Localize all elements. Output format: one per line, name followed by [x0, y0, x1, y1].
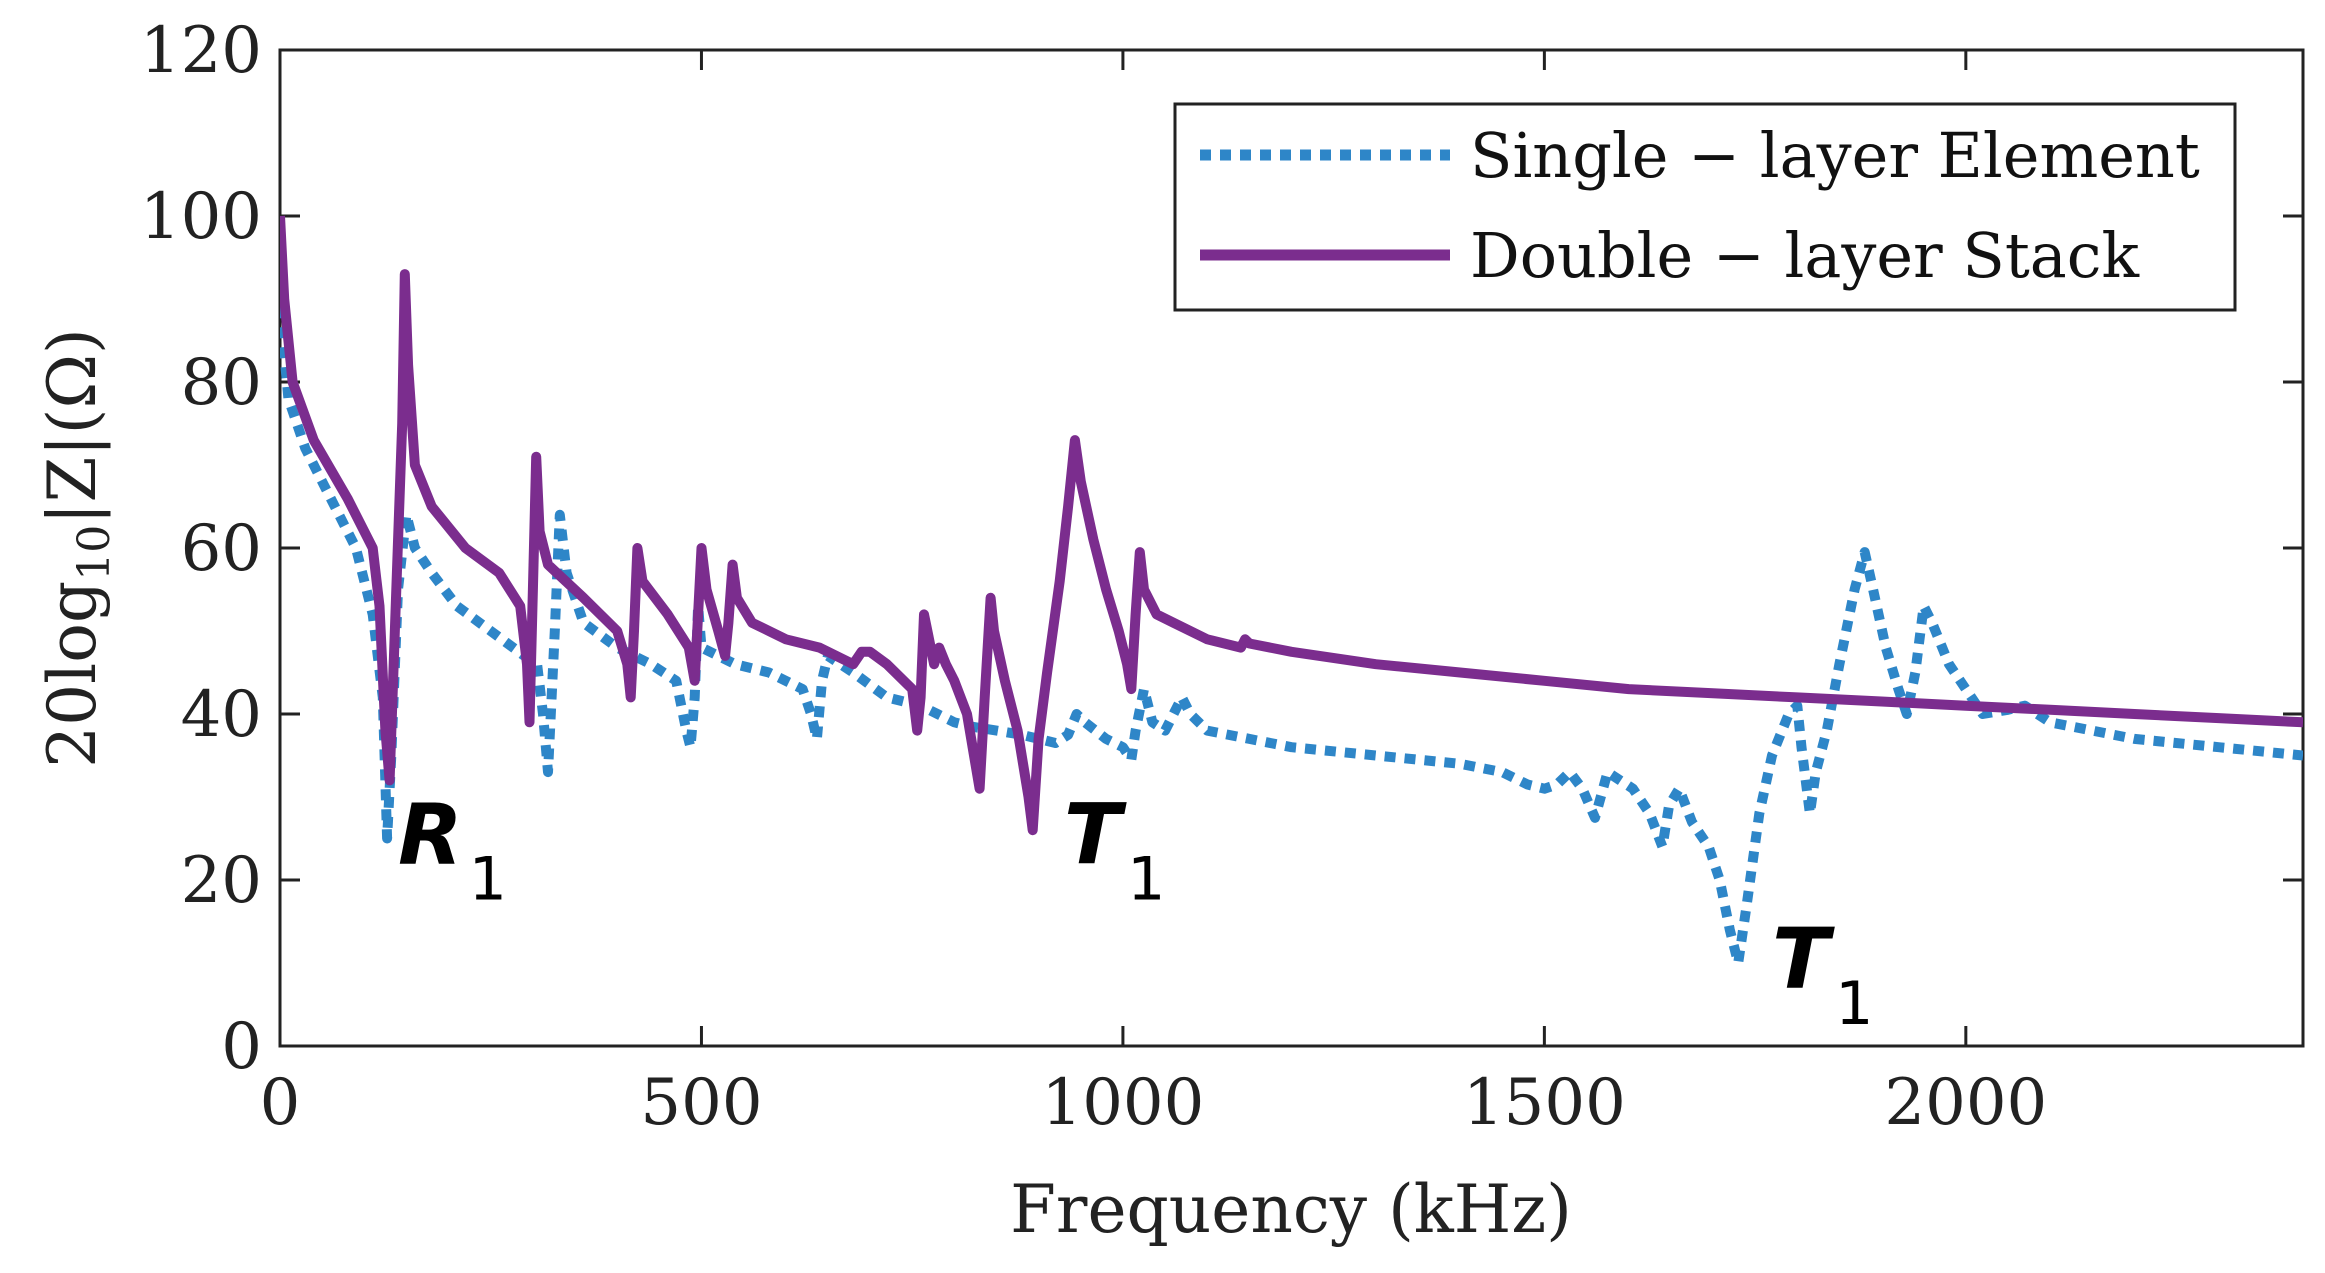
y-axis-title: 20log10|Z|(Ω) — [34, 328, 120, 768]
y-tick-label: 120 — [140, 14, 262, 88]
annotations: R 1 T 1 T 1 — [398, 785, 1873, 1039]
x-tick-label: 1500 — [1463, 1066, 1626, 1140]
y-axis-title-suffix: |Z|(Ω) — [34, 328, 111, 525]
series-line-double-layer — [280, 215, 2303, 836]
y-axis: 0 20 40 60 80 100 120 — [140, 14, 2303, 1084]
y-tick-label: 40 — [181, 678, 262, 752]
y-tick-label: 60 — [181, 512, 262, 586]
x-axis-title: Frequency (kHz) — [1010, 1171, 1572, 1248]
legend-label-single: Single − layer Element — [1470, 119, 2200, 192]
legend-label-double: Double − layer Stack — [1470, 219, 2139, 292]
y-tick-label: 80 — [181, 346, 262, 420]
y-axis-title-sub: 10 — [69, 525, 120, 581]
legend: Single − layer Element Double − layer St… — [1173, 102, 2237, 312]
x-tick-label: 0 — [260, 1066, 301, 1140]
x-tick-label: 1000 — [1041, 1066, 1204, 1140]
x-tick-label: 500 — [640, 1066, 762, 1140]
series-layer — [280, 215, 2303, 968]
legend-box — [1173, 102, 2237, 312]
y-tick-label: 20 — [181, 844, 262, 918]
y-tick-label: 100 — [140, 180, 262, 254]
series-line-single-layer — [280, 306, 2303, 968]
x-axis: 0 500 1000 1500 2000 — [260, 50, 2047, 1140]
x-tick-label: 2000 — [1884, 1066, 2047, 1140]
y-axis-title-prefix: 20log — [34, 581, 111, 768]
y-tick-label: 0 — [221, 1010, 262, 1084]
